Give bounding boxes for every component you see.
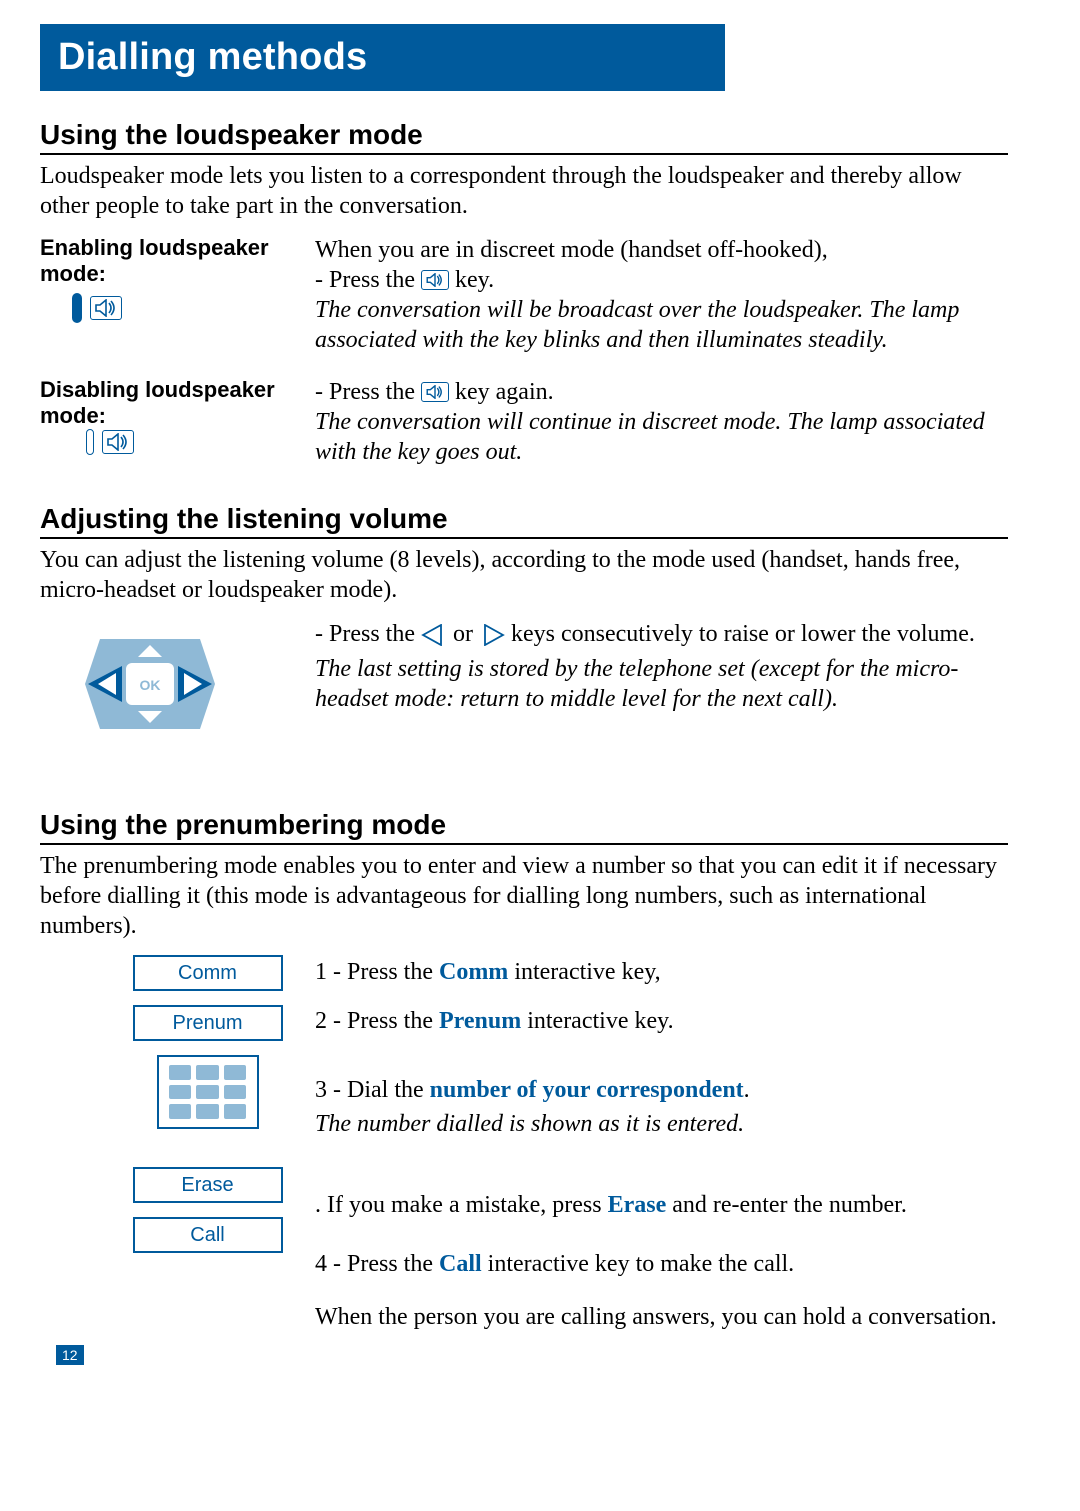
blue-prenum: Prenum: [439, 1008, 521, 1034]
step1: 1 - Press the Comm interactive key,: [315, 955, 1008, 990]
prenumbering-grid: Comm Prenum Erase Call 1 - Press the Com…: [40, 955, 1008, 1335]
blue-call: Call: [439, 1251, 482, 1277]
disable-text: - Press the key again. The conversation …: [315, 377, 1008, 467]
enable-line2-pre: - Press the: [315, 267, 421, 293]
mistake-line: . If you make a mistake, press Erase and…: [315, 1188, 1008, 1223]
softkey-prenum: Prenum: [133, 1005, 283, 1041]
disable-row: Disabling loudspeaker mode: - Press the …: [40, 377, 1008, 467]
section1-intro: Loudspeaker mode lets you listen to a co…: [40, 161, 1008, 221]
step3-italic: The number dialled is shown as it is ent…: [315, 1111, 744, 1137]
blue-comm: Comm: [439, 959, 508, 985]
vol-line-mid: or: [447, 621, 479, 647]
section3-intro: The prenumbering mode enables you to ent…: [40, 851, 1008, 941]
step4: 4 - Press the Call interactive key to ma…: [315, 1247, 1008, 1282]
chapter-title: Dialling methods: [58, 36, 707, 79]
loudspeaker-key-icon: [90, 296, 122, 320]
volume-text: - Press the or keys consecutively to rai…: [315, 619, 1008, 714]
enable-illustration: [72, 293, 122, 323]
section2-intro: You can adjust the listening volume (8 l…: [40, 545, 1008, 605]
enable-line1: When you are in discreet mode (handset o…: [315, 237, 828, 263]
disable-label-col: Disabling loudspeaker mode:: [40, 377, 315, 461]
step3: 3 - Dial the number of your corresponden…: [315, 1073, 1008, 1143]
section-heading-volume: Adjusting the listening volume: [40, 503, 1008, 539]
step2: 2 - Press the Prenum interactive key.: [315, 1004, 1008, 1039]
section-heading-prenumbering: Using the prenumbering mode: [40, 809, 1008, 845]
disable-illustration: [86, 429, 134, 455]
lamp-on-icon: [72, 293, 82, 323]
section-heading-loudspeaker: Using the loudspeaker mode: [40, 119, 1008, 155]
loudspeaker-key-icon: [421, 382, 449, 402]
enable-label-col: Enabling loudspeaker mode:: [40, 235, 315, 329]
volume-row: OK - Press the or keys consecutively to …: [40, 619, 1008, 749]
loudspeaker-key-icon: [102, 430, 134, 454]
enable-italic: The conversation will be broadcast over …: [315, 297, 959, 353]
svg-text:OK: OK: [140, 677, 161, 693]
enable-line2-post: key.: [449, 267, 494, 293]
disable-line1-post: key again.: [449, 379, 554, 405]
navigator-icon: OK: [80, 619, 220, 749]
enable-label: Enabling loudspeaker mode:: [40, 235, 315, 287]
enable-text: When you are in discreet mode (handset o…: [315, 235, 1008, 355]
softkey-comm: Comm: [133, 955, 283, 991]
disable-line1-pre: - Press the: [315, 379, 421, 405]
blue-erase: Erase: [608, 1192, 667, 1218]
enable-row: Enabling loudspeaker mode: When you are …: [40, 235, 1008, 355]
vol-line-post: keys consecutively to raise or lower the…: [505, 621, 975, 647]
lamp-off-icon: [86, 429, 94, 455]
dpad-illustration: OK: [40, 619, 315, 749]
softkey-column: Comm Prenum Erase Call: [40, 955, 315, 1253]
keypad-icon: [157, 1055, 259, 1129]
closing-line: When the person you are calling answers,…: [315, 1300, 1008, 1335]
right-arrow-icon: [479, 624, 505, 654]
vol-line-pre: - Press the: [315, 621, 421, 647]
page-number: 12: [56, 1345, 84, 1365]
chapter-title-bar: Dialling methods: [40, 24, 725, 91]
softkey-erase: Erase: [133, 1167, 283, 1203]
manual-page: Dialling methods Using the loudspeaker m…: [0, 0, 1080, 1375]
disable-label: Disabling loudspeaker mode:: [40, 377, 315, 429]
vol-italic: The last setting is stored by the teleph…: [315, 656, 958, 712]
loudspeaker-key-icon: [421, 270, 449, 290]
disable-italic: The conversation will continue in discre…: [315, 409, 985, 465]
softkey-call: Call: [133, 1217, 283, 1253]
left-arrow-icon: [421, 624, 447, 654]
blue-number: number of your correspondent: [430, 1077, 744, 1103]
steps-text: 1 - Press the Comm interactive key, 2 - …: [315, 955, 1008, 1335]
